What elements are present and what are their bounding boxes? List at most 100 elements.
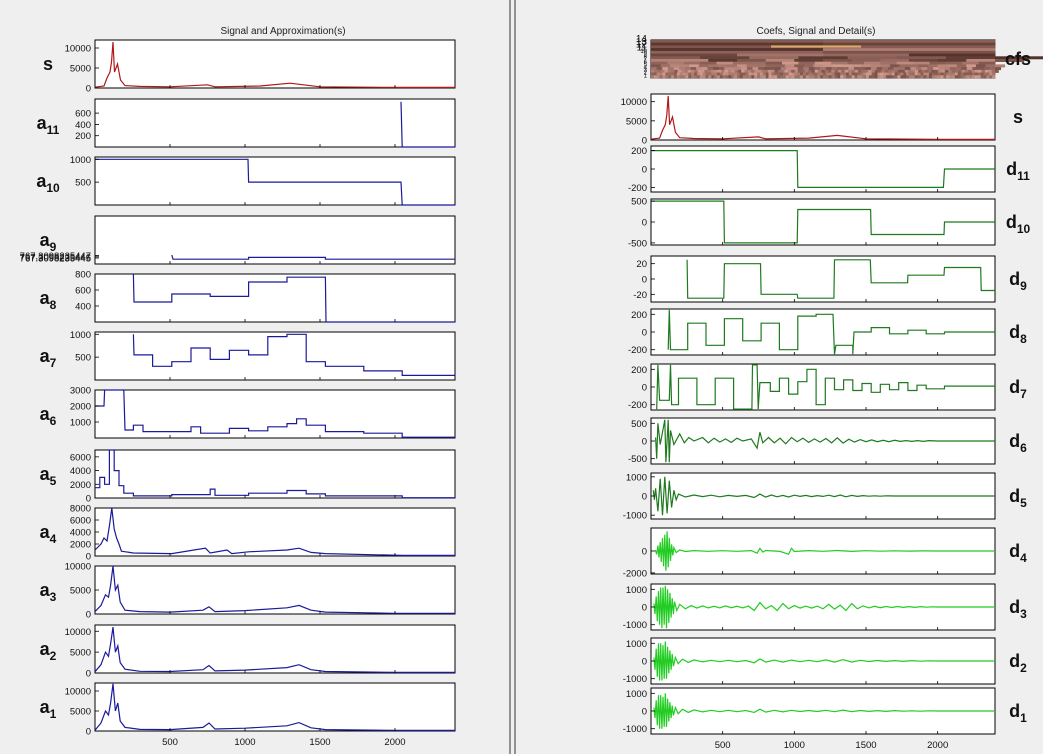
cfs-cell [765, 61, 783, 65]
cfs-cell [995, 69, 999, 73]
row-label-subscript: 5 [1020, 496, 1027, 510]
cfs-cell [682, 72, 686, 76]
cfs-cell [995, 67, 1002, 71]
cfs-cell [782, 72, 787, 76]
cfs-cell [823, 40, 996, 43]
cfs-cell [957, 72, 962, 76]
cfs-cell [972, 72, 976, 76]
cfs-cell [714, 75, 718, 79]
cfs-cell [746, 67, 753, 71]
cfs-cell [957, 75, 962, 79]
panel-a2: 10000 5000 0 a2 [40, 624, 456, 680]
cfs-cell [937, 75, 942, 79]
y-tick-label: 0 [642, 328, 647, 339]
y-tick-label: 10000 [65, 627, 91, 638]
cfs-cell [904, 69, 909, 73]
panel-d4: 0 -2000 d4 [623, 527, 1027, 579]
cfs-cell [871, 69, 876, 73]
panel-d10: 500 0 -500 d10 [628, 197, 1031, 250]
cfs-y-tick-label: 6 [644, 60, 648, 66]
cfs-cell [679, 64, 690, 68]
cfs-cell [651, 64, 662, 68]
row-label: d11 [1006, 159, 1030, 183]
cfs-cell [927, 67, 934, 71]
panel-a3: 10000 5000 0 a3 [40, 562, 456, 621]
cfs-y-tick-label: 9 [644, 52, 648, 58]
y-tick-label: 0 [86, 669, 91, 680]
row-label-name: d [1009, 431, 1020, 451]
cfs-cell [938, 67, 945, 71]
y-tick-label: 1000 [626, 585, 647, 596]
cfs-cell [961, 69, 966, 73]
cfs-cell [716, 61, 734, 65]
cfs-cell [916, 67, 923, 71]
series-line [653, 585, 995, 629]
cfs-cell [651, 56, 701, 60]
cfs-cell [708, 75, 712, 79]
cfs-cell [986, 75, 990, 79]
cfs-cell [763, 67, 770, 71]
y-tick-label: 0 [642, 603, 647, 614]
row-label: a1 [40, 697, 57, 721]
cfs-cell [946, 72, 950, 76]
row-label: a5 [40, 464, 57, 488]
cfs-cell [841, 69, 846, 73]
cfs-cell [788, 72, 792, 76]
cfs-cell [913, 61, 930, 65]
series-line [655, 419, 995, 463]
cfs-cell [708, 59, 738, 62]
cfs-cell [848, 69, 852, 73]
cfs-cell [651, 61, 668, 65]
cfs-cell [949, 75, 953, 79]
y-tick-label: 2000 [70, 540, 91, 551]
series-line [95, 389, 455, 438]
cfs-cell [831, 67, 838, 71]
cfs-cell [821, 69, 826, 73]
plot-area [94, 682, 456, 732]
cfs-cell [814, 61, 832, 65]
plot-area [94, 215, 456, 265]
cfs-cell [665, 72, 669, 76]
cfs-y-tick-label: 1 [644, 73, 648, 79]
row-label: s [43, 54, 53, 74]
cfs-cell [854, 67, 861, 71]
cfs-cell [899, 64, 910, 68]
cfs-cell [934, 75, 939, 79]
cfs-cell [938, 69, 942, 73]
cfs-cell [716, 72, 721, 76]
row-label: a7 [40, 346, 57, 370]
y-tick-label: -500 [628, 454, 647, 465]
cfs-cell [803, 67, 810, 71]
cfs-cell [673, 67, 680, 71]
cfs-cell [909, 59, 939, 62]
y-tick-label: 1000 [626, 472, 647, 483]
cfs-cell [889, 64, 900, 68]
cfs-cell [904, 67, 911, 71]
series-line [94, 507, 455, 556]
cfs-cell [901, 69, 906, 73]
row-label-subscript: 11 [47, 123, 60, 137]
cfs-cell [842, 67, 849, 71]
cfs-cell [896, 56, 947, 60]
cfs-cell [920, 75, 924, 79]
row-label: a11 [37, 113, 60, 137]
cfs-cell [777, 72, 781, 76]
cfs-cell [656, 75, 661, 79]
cfs-cell [828, 72, 833, 76]
row-label: d4 [1009, 541, 1027, 565]
y-tick-label: 0 [86, 552, 91, 563]
cfs-cell [948, 69, 952, 73]
cfs-cell [722, 72, 727, 76]
row-label-name: a [40, 464, 51, 484]
row-label-name: d [1009, 701, 1020, 721]
cfs-cell [797, 75, 801, 79]
cfs-cell [949, 67, 956, 71]
cfs-cell [995, 59, 1025, 62]
cfs-cell [673, 75, 678, 79]
cfs-cell [944, 67, 951, 71]
cfs-cell [689, 64, 700, 68]
cfs-cell [808, 69, 812, 73]
cfs-cell [764, 69, 769, 73]
cfs-cell [685, 75, 689, 79]
panel-d6: 500 0 -500 d6 [628, 417, 1027, 465]
